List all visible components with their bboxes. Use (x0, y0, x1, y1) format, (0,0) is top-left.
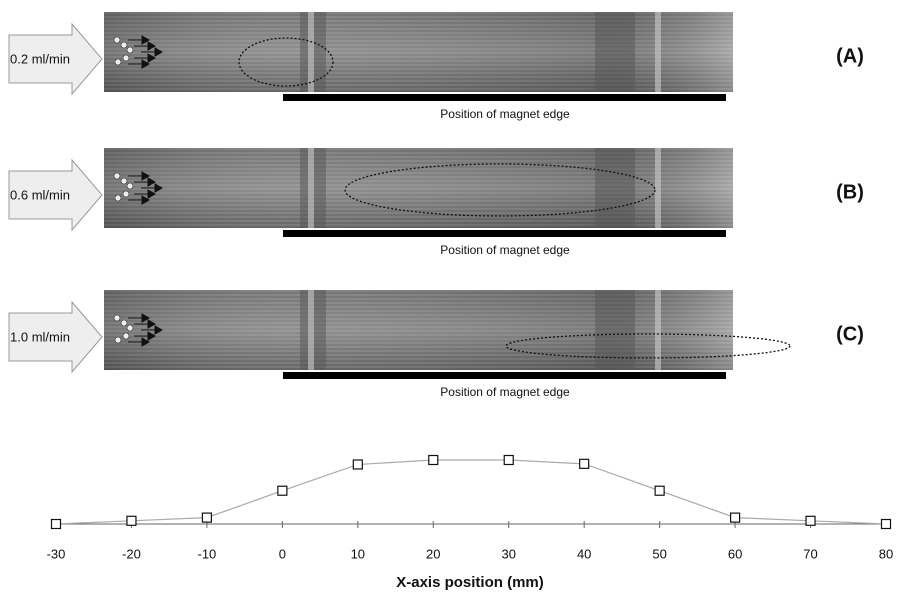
particle-icon (114, 58, 122, 66)
particle-region (344, 163, 656, 217)
arrow-icon (141, 47, 164, 57)
panel-label: (A) (836, 45, 864, 67)
particle-icon (114, 336, 122, 344)
tube-shade (104, 12, 733, 92)
ring (655, 148, 661, 228)
x-tick-label: 10 (351, 546, 365, 561)
data-point (277, 485, 288, 496)
x-tick-label: 80 (879, 546, 893, 561)
particle-icon (113, 36, 121, 44)
ring (655, 290, 661, 370)
data-point (352, 459, 363, 470)
magnet-bar (283, 230, 726, 237)
particle-icon (126, 182, 134, 190)
data-point (729, 512, 741, 523)
flow-rate: 0.6 ml/min (10, 187, 70, 202)
arrow-icon (134, 319, 157, 329)
panel: 1.0 ml/min (C) Position of magnet edge (8, 290, 864, 399)
particle-icon (113, 314, 121, 322)
ring (655, 12, 661, 92)
magnet-bar (283, 94, 726, 101)
arrow-icon (134, 41, 157, 51)
data-point (579, 458, 590, 469)
data-point (201, 512, 213, 523)
particle-icon (126, 324, 134, 332)
particle-icon (113, 172, 121, 180)
panel-label: (C) (836, 323, 864, 345)
particle-icon (126, 46, 134, 54)
x-tick-label: 0 (279, 546, 286, 561)
data-point (50, 518, 62, 530)
magnet-bar (283, 372, 726, 379)
flow-rate: 1.0 ml/min (10, 329, 70, 344)
x-tick-label: 70 (803, 546, 817, 561)
arrow-icon (134, 177, 157, 187)
arrow-icon (141, 183, 164, 193)
arrow-icon (128, 337, 151, 347)
particle-icon (120, 177, 128, 185)
arrow-icon (134, 53, 157, 63)
particle-region (238, 37, 334, 87)
x-tick-label: 40 (577, 546, 591, 561)
x-tick-label: 50 (652, 546, 666, 561)
particle-region (505, 333, 791, 359)
x-tick-label: -30 (47, 546, 66, 561)
ring (308, 290, 314, 370)
arrow-icon (128, 35, 151, 45)
ring (308, 12, 314, 92)
caption: Position of magnet edge (440, 107, 570, 121)
panel: 0.2 ml/min (A) Position of magnet edge (8, 12, 864, 121)
flow-arrow (8, 22, 103, 96)
data-point (126, 515, 137, 526)
connector (595, 12, 635, 92)
x-tick-label: -20 (122, 546, 141, 561)
connector (595, 290, 635, 370)
particle-icon (120, 41, 128, 49)
particle-icon (120, 319, 128, 327)
arrow-icon (134, 331, 157, 341)
panel-label: (B) (836, 181, 864, 203)
connector (595, 148, 635, 228)
data-line (55, 459, 887, 525)
arrow-icon (128, 59, 151, 69)
x-tick-label: 20 (426, 546, 440, 561)
flow-rate: 0.2 ml/min (10, 51, 70, 66)
data-point (880, 518, 892, 530)
arrow-icon (128, 171, 151, 181)
particle-icon (114, 194, 122, 202)
data-point (654, 485, 665, 496)
particle-icon (122, 54, 130, 62)
x-tick-label: -10 (198, 546, 217, 561)
data-point (805, 515, 816, 526)
x-tick-label: 30 (501, 546, 515, 561)
particle-icon (122, 190, 130, 198)
tube-shade (104, 148, 733, 228)
data-point (428, 454, 439, 466)
caption: Position of magnet edge (440, 243, 570, 257)
arrow-icon (128, 195, 151, 205)
flow-arrow (8, 300, 103, 374)
data-point (503, 454, 514, 466)
flow-arrow (8, 158, 103, 232)
panel: 0.6 ml/min (B) Position of magnet edge (8, 148, 864, 257)
arrow-icon (134, 189, 157, 199)
caption: Position of magnet edge (440, 385, 570, 399)
ring (308, 148, 314, 228)
x-tick-label: 60 (728, 546, 742, 561)
arrow-icon (128, 313, 151, 323)
particle-icon (122, 332, 130, 340)
x-axis-label: X-axis position (mm) (396, 574, 544, 591)
arrow-icon (141, 325, 164, 335)
